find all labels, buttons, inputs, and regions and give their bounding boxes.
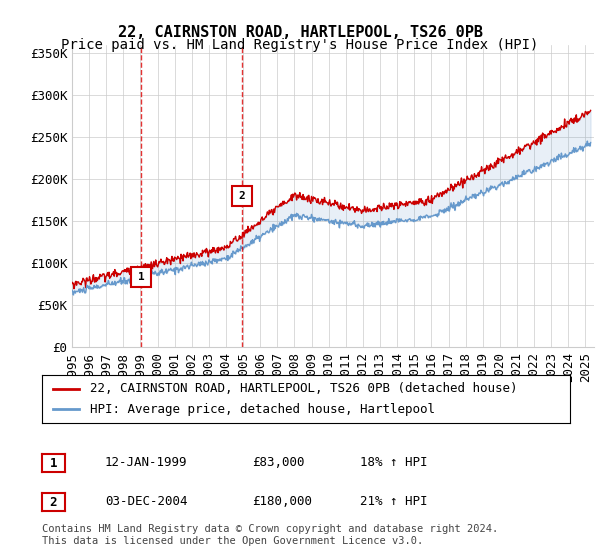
Text: 2: 2 <box>50 496 57 509</box>
Text: HPI: Average price, detached house, Hartlepool: HPI: Average price, detached house, Hart… <box>89 403 434 416</box>
Text: Contains HM Land Registry data © Crown copyright and database right 2024.
This d: Contains HM Land Registry data © Crown c… <box>42 524 498 546</box>
Text: 03-DEC-2004: 03-DEC-2004 <box>105 494 187 508</box>
Text: £83,000: £83,000 <box>252 455 305 469</box>
Text: 1: 1 <box>50 456 57 470</box>
Text: 21% ↑ HPI: 21% ↑ HPI <box>360 494 427 508</box>
Text: 22, CAIRNSTON ROAD, HARTLEPOOL, TS26 0PB: 22, CAIRNSTON ROAD, HARTLEPOOL, TS26 0PB <box>118 25 482 40</box>
Text: £180,000: £180,000 <box>252 494 312 508</box>
Text: 22, CAIRNSTON ROAD, HARTLEPOOL, TS26 0PB (detached house): 22, CAIRNSTON ROAD, HARTLEPOOL, TS26 0PB… <box>89 382 517 395</box>
Text: 1: 1 <box>138 273 145 282</box>
Text: 2: 2 <box>238 191 245 201</box>
Text: 18% ↑ HPI: 18% ↑ HPI <box>360 455 427 469</box>
Text: Price paid vs. HM Land Registry's House Price Index (HPI): Price paid vs. HM Land Registry's House … <box>61 38 539 52</box>
Text: 12-JAN-1999: 12-JAN-1999 <box>105 455 187 469</box>
